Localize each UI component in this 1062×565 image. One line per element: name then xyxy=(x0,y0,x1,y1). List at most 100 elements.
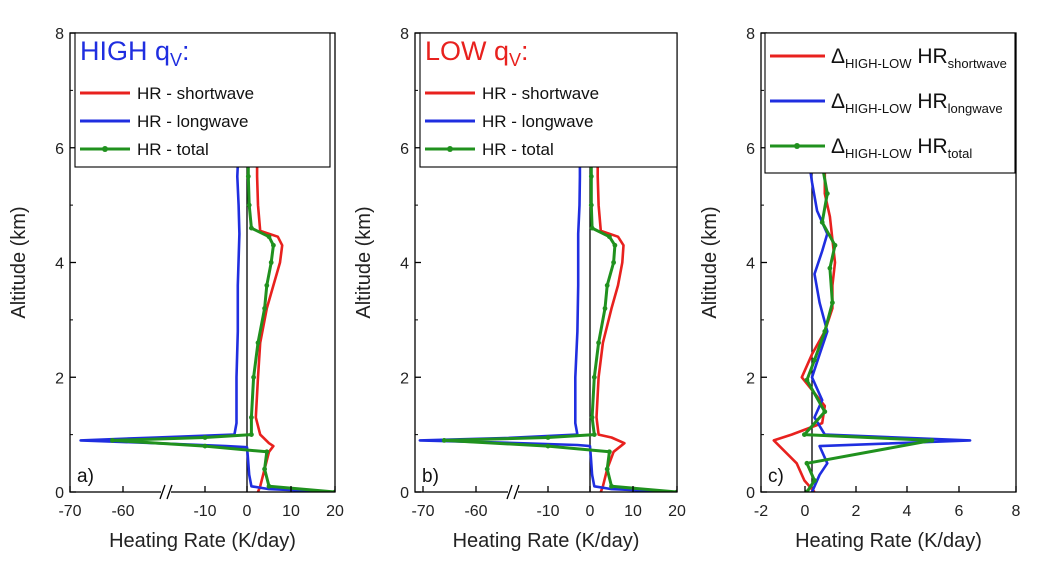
legend-label-shortwave: HR - shortwave xyxy=(137,84,254,103)
y-tick-label: 6 xyxy=(55,141,64,158)
series-line-total xyxy=(110,165,335,492)
x-tick-label: -10 xyxy=(536,503,559,520)
legend-label-shortwave: HR - shortwave xyxy=(482,84,599,103)
legend-box xyxy=(74,32,331,168)
total-marker xyxy=(604,283,610,288)
total-marker xyxy=(588,202,594,208)
x-tick-label: 0 xyxy=(801,503,810,520)
legend-marker xyxy=(447,146,453,152)
x-tick-label: 20 xyxy=(326,503,344,520)
total-marker xyxy=(822,329,828,334)
x-tick-label: -70 xyxy=(411,503,434,520)
total-marker xyxy=(804,460,810,466)
total-marker xyxy=(804,377,810,383)
x-tick-label: -2 xyxy=(754,503,768,520)
x-tick-label: 10 xyxy=(624,503,642,520)
y-tick-label: 8 xyxy=(55,26,64,43)
x-tick-label: 8 xyxy=(1012,503,1021,520)
total-marker xyxy=(255,340,261,346)
legend-label-longwave: HR - longwave xyxy=(137,112,249,131)
legend-label-total: HR - total xyxy=(137,140,209,159)
total-marker xyxy=(262,466,267,472)
total-marker xyxy=(812,478,817,483)
total-marker xyxy=(202,443,208,449)
total-marker xyxy=(827,265,833,271)
total-marker xyxy=(249,432,254,437)
total-marker xyxy=(441,438,447,443)
axis-break-gap xyxy=(508,490,518,494)
series-line-longwave xyxy=(418,165,677,492)
total-marker xyxy=(264,283,270,288)
total-marker xyxy=(268,260,274,265)
legend-marker xyxy=(794,143,800,149)
panel-label: b) xyxy=(422,466,439,487)
legend-label-total: HR - total xyxy=(482,140,554,159)
total-marker xyxy=(824,191,830,197)
series-line-longwave xyxy=(808,164,972,492)
total-marker xyxy=(246,202,252,208)
y-tick-label: 0 xyxy=(746,485,755,502)
y-tick-label: 2 xyxy=(746,370,755,387)
total-marker xyxy=(545,443,551,449)
axis-break-mark xyxy=(166,484,173,500)
total-marker xyxy=(591,374,597,380)
panel-label: c) xyxy=(768,466,784,487)
total-marker xyxy=(266,234,272,240)
y-tick-label: 6 xyxy=(746,141,755,158)
x-tick-label: 10 xyxy=(282,503,300,520)
x-tick-label: 20 xyxy=(668,503,686,520)
y-axis-title: Altitude (km) xyxy=(353,206,375,318)
total-marker xyxy=(591,432,597,437)
total-marker xyxy=(266,483,272,489)
y-tick-label: 8 xyxy=(746,26,755,43)
series-group xyxy=(79,162,335,492)
panel-label: a) xyxy=(77,466,94,487)
x-axis-title: Heating Rate (K/day) xyxy=(453,530,640,552)
total-marker xyxy=(589,225,595,231)
legend-label-shortwave: ΔHIGH-LOW HRshortwave xyxy=(831,45,1007,71)
total-marker xyxy=(604,466,610,472)
y-tick-label: 8 xyxy=(400,26,409,43)
total-marker xyxy=(245,174,251,179)
total-marker xyxy=(819,219,825,225)
total-marker xyxy=(589,415,595,420)
legend-heading: LOW qV: xyxy=(425,36,529,70)
x-tick-label: -60 xyxy=(111,503,134,520)
legend-marker xyxy=(102,146,108,152)
series-line-total xyxy=(802,164,934,492)
axis-break-mark xyxy=(159,484,166,500)
total-marker xyxy=(545,435,551,440)
total-marker xyxy=(249,225,254,231)
total-marker xyxy=(262,306,267,311)
total-marker xyxy=(251,374,256,380)
total-marker xyxy=(110,438,115,443)
y-axis-title: Altitude (km) xyxy=(8,206,30,318)
total-marker xyxy=(611,260,616,265)
legend-label-longwave: HR - longwave xyxy=(482,112,594,131)
chart-panel-1: 0 2 4 6 8 -70 -60 -10 0 10 20 Heating Rate (K/day) A… xyxy=(8,26,344,552)
x-tick-label: 2 xyxy=(852,503,861,520)
series-line-shortwave xyxy=(772,165,837,492)
legend-label-total: ΔHIGH-LOW HRtotal xyxy=(831,135,972,161)
total-marker xyxy=(202,435,208,440)
y-tick-label: 0 xyxy=(55,485,64,502)
y-tick-label: 6 xyxy=(400,141,409,158)
series-line-longwave xyxy=(79,164,335,492)
total-marker xyxy=(612,242,618,248)
total-marker xyxy=(802,432,807,437)
total-marker xyxy=(607,449,612,455)
legend-box xyxy=(419,32,678,168)
y-tick-label: 2 xyxy=(400,370,409,387)
total-marker xyxy=(249,415,254,420)
x-tick-label: 6 xyxy=(955,503,964,520)
x-axis-title: Heating Rate (K/day) xyxy=(795,530,982,552)
x-tick-label: 4 xyxy=(903,503,912,520)
total-marker xyxy=(832,242,838,248)
axis-break-mark xyxy=(506,484,513,500)
x-tick-label: 0 xyxy=(586,503,595,520)
y-axis-title: Altitude (km) xyxy=(699,206,721,318)
x-tick-label: -10 xyxy=(193,503,216,520)
y-tick-label: 4 xyxy=(55,256,64,273)
total-marker xyxy=(830,300,835,306)
